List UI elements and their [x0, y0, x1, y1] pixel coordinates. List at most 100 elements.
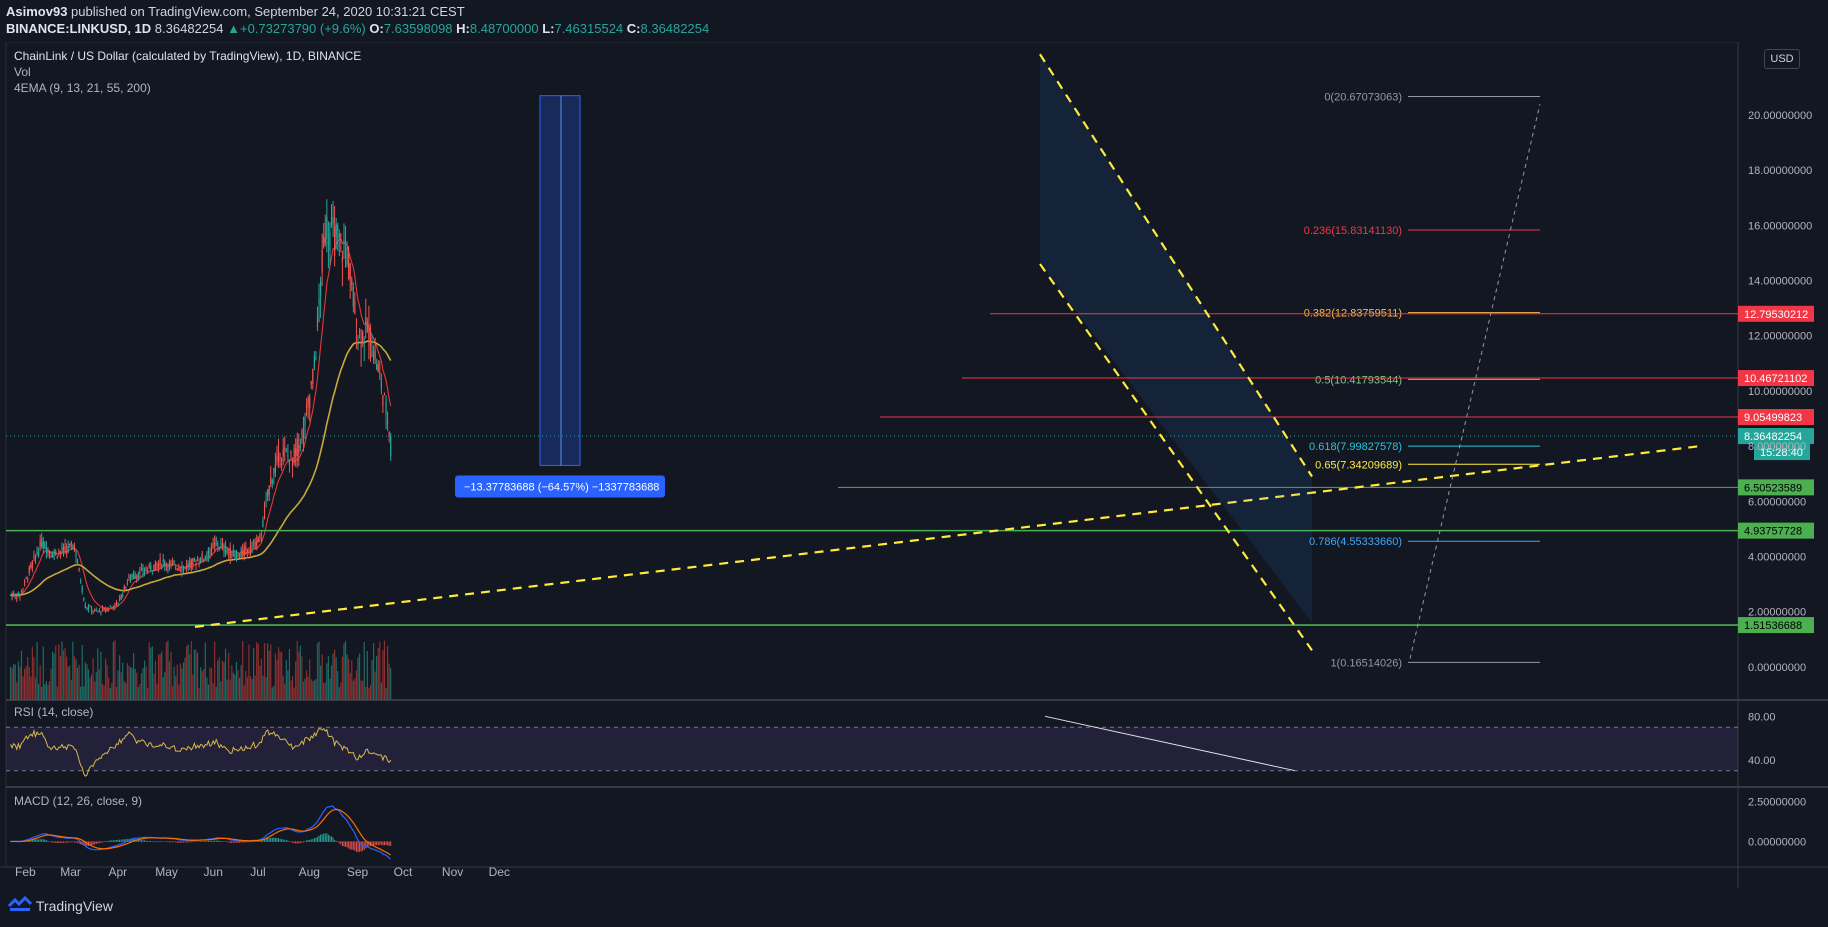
- macd-histogram-bar: [374, 841, 376, 846]
- volume-bar: [357, 657, 359, 700]
- candle-body: [295, 448, 297, 457]
- volume-bar: [187, 644, 189, 700]
- candle-body: [360, 346, 362, 348]
- volume-bar: [309, 659, 311, 700]
- candle-body: [277, 450, 280, 461]
- rsi-tick-label: 80.00: [1748, 711, 1776, 723]
- candle-body: [390, 436, 392, 457]
- volume-bar: [203, 668, 205, 700]
- rsi-trendline: [1044, 715, 1296, 772]
- volume-bar: [87, 669, 90, 700]
- publisher-name[interactable]: Asimov93: [6, 4, 68, 19]
- volume-bar: [226, 679, 228, 700]
- time-tick-label: Mar: [60, 865, 81, 879]
- macd-histogram-bar: [47, 840, 49, 842]
- candle-body: [184, 566, 186, 570]
- candle-body: [86, 607, 88, 609]
- macd-histogram-bar: [53, 841, 55, 843]
- macd-histogram-bar: [119, 839, 121, 842]
- candle-body: [218, 547, 220, 549]
- macd-histogram-bar: [165, 841, 167, 843]
- macd-histogram-bar: [158, 841, 160, 843]
- volume-bar: [212, 683, 214, 700]
- candle-body: [187, 563, 189, 567]
- candle-body: [25, 577, 27, 579]
- candle-body: [376, 364, 378, 370]
- volume-bar: [94, 681, 96, 700]
- macd-histogram-bar: [215, 840, 217, 842]
- volume-bar: [48, 681, 51, 700]
- macd-histogram-bar: [106, 841, 108, 842]
- volume-bar: [53, 653, 55, 700]
- volume-bar: [388, 663, 390, 700]
- volume-bar: [242, 640, 244, 700]
- macd-histogram-bar: [184, 841, 186, 843]
- volume-bar: [11, 668, 13, 700]
- price-tick-label: 18.00000000: [1748, 165, 1812, 177]
- currency-button[interactable]: USD: [1764, 49, 1800, 69]
- volume-bar: [368, 687, 370, 700]
- volume-bar: [376, 655, 378, 700]
- price-tick-label: 6.00000000: [1748, 496, 1806, 508]
- candle-body: [28, 567, 30, 573]
- volume-bar: [273, 685, 275, 700]
- candle-body: [148, 564, 150, 568]
- candle-body: [223, 545, 225, 552]
- volume-bar: [171, 685, 174, 700]
- macd-histogram-bar: [36, 839, 38, 842]
- price-chart[interactable]: 0(20.67073063)0.236(15.83141130)0.382(12…: [0, 42, 1828, 888]
- low-label: L:: [542, 21, 555, 36]
- volume-bar: [248, 644, 250, 700]
- macd-histogram-bar: [164, 841, 166, 842]
- macd-histogram-bar: [56, 841, 58, 844]
- volume-bar: [159, 654, 161, 700]
- candle-body: [251, 546, 253, 550]
- macd-histogram-bar: [168, 841, 170, 843]
- candle-body: [38, 551, 40, 555]
- volume-bar: [383, 640, 386, 700]
- tradingview-logo[interactable]: TradingView: [7, 895, 113, 915]
- macd-histogram-bar: [220, 840, 222, 842]
- candle-body: [284, 448, 286, 450]
- macd-histogram-bar: [59, 841, 61, 843]
- time-tick-label: May: [155, 865, 178, 879]
- volume-bar: [262, 675, 264, 700]
- macd-histogram-bar: [281, 839, 283, 842]
- macd-histogram-bar: [84, 841, 86, 846]
- macd-histogram-bar: [108, 840, 110, 842]
- macd-histogram-bar: [89, 841, 91, 846]
- level-price-label: 10.46721102: [1744, 373, 1807, 385]
- candle-body: [56, 556, 58, 558]
- volume-bar: [86, 664, 88, 700]
- macd-histogram-bar: [211, 840, 213, 842]
- volume-bar: [332, 653, 334, 700]
- macd-histogram-bar: [232, 841, 234, 843]
- volume-bar: [64, 648, 66, 700]
- volume-bar: [33, 657, 35, 700]
- time-tick-label: Sep: [347, 865, 369, 879]
- macd-histogram-bar: [293, 841, 295, 844]
- volume-bar: [148, 642, 150, 700]
- level-price-badge: [1738, 522, 1814, 539]
- candle-body: [181, 566, 183, 571]
- volume-bar: [106, 664, 108, 700]
- candle-body: [358, 330, 361, 332]
- candle-body: [287, 455, 289, 457]
- volume-bar: [235, 661, 238, 700]
- macd-histogram-bar: [193, 841, 195, 842]
- open-label: O:: [369, 21, 384, 36]
- candle-body: [115, 602, 118, 604]
- volume-bar: [390, 668, 392, 700]
- macd-histogram-bar: [114, 840, 116, 842]
- candle-body: [125, 586, 127, 589]
- volume-bar: [109, 687, 111, 700]
- macd-histogram-bar: [212, 840, 214, 842]
- time-tick-label: Dec: [489, 865, 510, 879]
- volume-bar: [238, 677, 241, 700]
- candle-body: [50, 555, 52, 558]
- macd-histogram-bar: [39, 839, 41, 842]
- candle-body: [178, 567, 180, 570]
- macd-histogram-bar: [357, 841, 359, 853]
- macd-histogram-bar: [69, 841, 71, 843]
- candle-body: [27, 578, 29, 580]
